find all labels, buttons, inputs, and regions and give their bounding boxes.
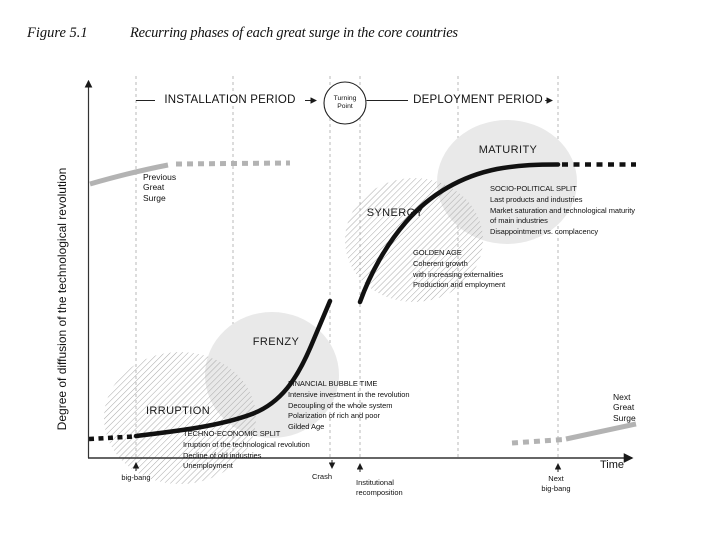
phase-frenzy-label: FRENZY — [252, 336, 300, 348]
previous-surge-curve-dashed — [175, 160, 291, 167]
phase-maturity-label: MATURITY — [478, 144, 538, 156]
techno-economic-annotation: TECHNO-ECONOMIC SPLIT Irruption of the t… — [183, 429, 310, 472]
annotation-line: Intensive investment in the revolution — [288, 389, 410, 399]
annotation-line: Disappointment vs. complacency — [490, 227, 599, 237]
annotation-title: FINANCIAL BUBBLE TIME — [288, 379, 378, 388]
next-surge-label: Next Great Surge — [613, 392, 636, 423]
figure-number: Figure 5.1 — [27, 25, 88, 41]
y-axis-label: Degree of diffusion of the technological… — [55, 167, 69, 431]
deployment-curve — [357, 162, 561, 305]
big-bang-tick-label: big-bang — [121, 473, 151, 482]
crash-tick-label: Crash — [311, 472, 333, 481]
synergy-ellipse — [345, 178, 483, 302]
tick-label-line: Institutional — [356, 478, 394, 487]
previous-surge-curve — [89, 162, 169, 187]
phase-synergy-label: SYNERGY — [366, 207, 424, 219]
annotation-title: TECHNO-ECONOMIC SPLIT — [183, 429, 281, 438]
surge-label-line: Surge — [613, 412, 636, 423]
annotation-line: Decoupling of the whole system — [288, 400, 393, 410]
annotation-line: with increasing externalities — [413, 269, 504, 279]
annotation-line: of main industries — [490, 216, 548, 226]
next-surge-curve-dashed — [511, 437, 565, 446]
irruption-ellipse — [104, 352, 256, 484]
annotation-line: Decline of old industries — [183, 450, 262, 460]
annotation-line: Polarization of rich and poor — [288, 411, 380, 421]
turning-point-label: Turning Point — [334, 95, 357, 111]
previous-surge-label: Previous Great Surge — [143, 172, 176, 203]
deployment-period-label: DEPLOYMENT PERIOD — [411, 94, 545, 106]
next-surge-curve — [565, 421, 637, 442]
annotation-line: Coherent growth — [413, 258, 468, 268]
turning-point-line: Point — [337, 103, 353, 110]
surge-label-line: Great — [613, 402, 635, 413]
tick-label-line: Next — [548, 474, 564, 483]
x-axis-label: Time — [599, 459, 625, 471]
annotation-line: Last products and industries — [490, 194, 583, 204]
socio-political-annotation: SOCIO-POLITICAL SPLIT Last products and … — [490, 184, 635, 238]
installation-period-label: INSTALLATION PERIOD — [162, 94, 298, 106]
institutional-tick-label: Institutional recomposition — [356, 478, 403, 498]
annotation-line: Irruption of the technological revolutio… — [183, 439, 310, 449]
annotation-line: Gilded Age — [288, 422, 325, 432]
financial-bubble-annotation: FINANCIAL BUBBLE TIME Intensive investme… — [288, 379, 410, 433]
tick-label-line: big-bang — [541, 483, 571, 493]
annotation-line: Unemployment — [183, 461, 233, 471]
golden-age-annotation: GOLDEN AGE Coherent growth with increasi… — [413, 248, 505, 291]
installation-curve-dashed-start — [88, 434, 135, 442]
next-big-bang-tick-label: Next big-bang — [541, 474, 570, 494]
figure-caption: Recurring phases of each great surge in … — [130, 25, 458, 41]
installation-curve — [133, 298, 333, 439]
surge-label-line: Next — [613, 392, 631, 402]
surge-label-line: Great — [143, 182, 165, 193]
annotation-line: Market saturation and technological matu… — [490, 205, 635, 215]
annotation-title: SOCIO-POLITICAL SPLIT — [490, 184, 577, 193]
tick-label-line: recomposition — [356, 487, 403, 497]
surge-label-line: Previous — [143, 172, 177, 182]
phase-irruption-label: IRRUPTION — [145, 405, 211, 417]
annotation-title: GOLDEN AGE — [413, 248, 462, 257]
surge-label-line: Surge — [143, 192, 166, 203]
annotation-line: Production and employment — [413, 280, 506, 290]
turning-point-circle — [323, 81, 367, 125]
turning-point-line: Turning — [333, 95, 357, 102]
